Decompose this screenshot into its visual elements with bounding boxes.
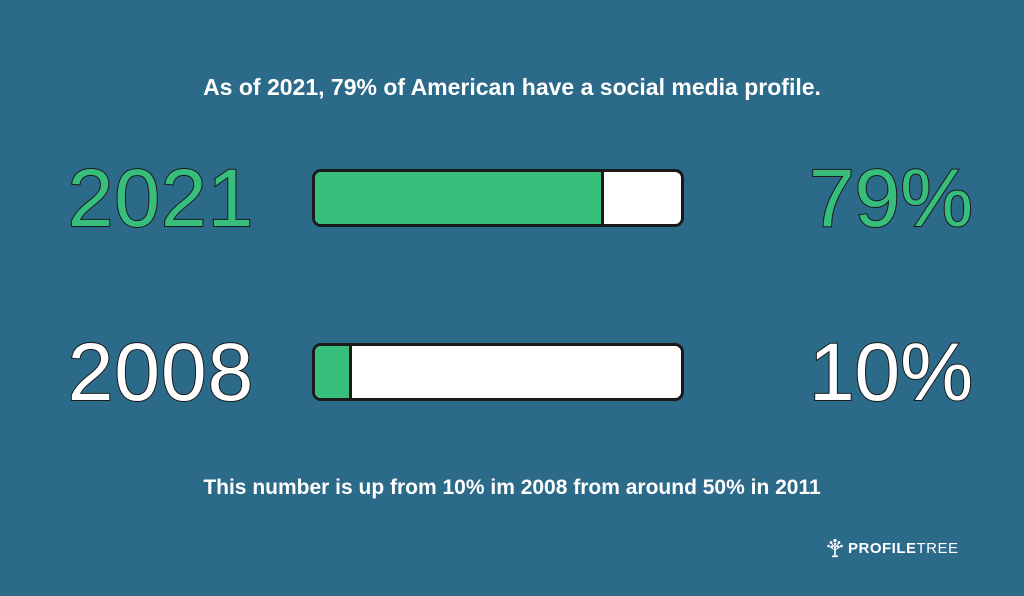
logo-text: PROFILETREE — [848, 540, 959, 557]
tree-icon — [826, 538, 844, 558]
logo-text-bold: PROFILE — [848, 539, 917, 557]
category-label-2008: 2008 — [67, 326, 255, 419]
category-label-2021: 2021 — [67, 152, 255, 245]
value-label-2008: 10% — [808, 326, 974, 419]
value-label-2021: 79% — [808, 152, 974, 245]
bar-row-2008: 2008 10% — [0, 323, 1024, 423]
footnote: This number is up from 10% im 2008 from … — [203, 476, 821, 499]
bar-fill-2008 — [315, 346, 352, 398]
bar-row-2021: 2021 79% — [0, 149, 1024, 249]
logo-text-light: TREE — [916, 539, 959, 557]
bar-fill-2021 — [315, 172, 605, 224]
profiletree-logo: PROFILETREE — [826, 537, 959, 559]
headline: As of 2021, 79% of American have a socia… — [203, 74, 821, 100]
bar-track-2021 — [312, 169, 684, 227]
bar-track-2008 — [312, 343, 684, 401]
